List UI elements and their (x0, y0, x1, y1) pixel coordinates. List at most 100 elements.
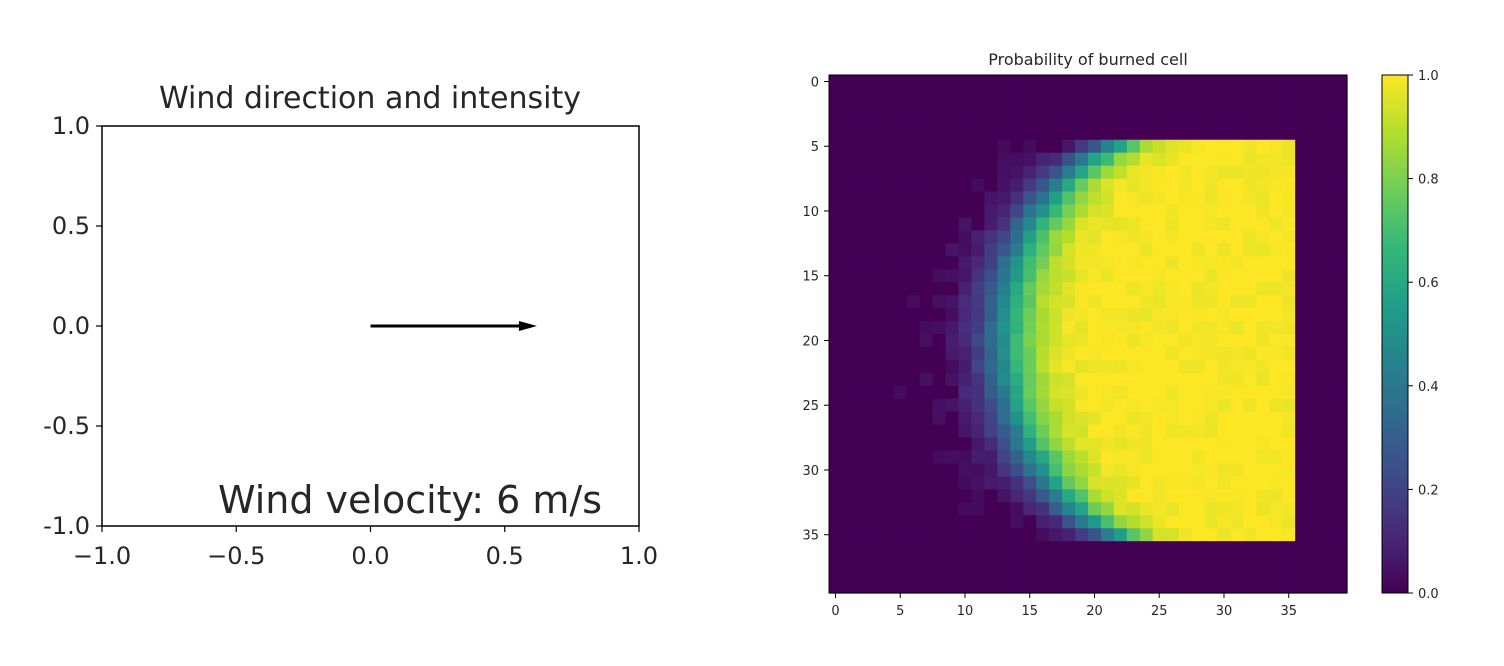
heatmap-cell (1113, 165, 1128, 180)
heatmap-cell (1178, 372, 1193, 387)
heatmap-cell (829, 269, 843, 283)
heatmap-cell (1334, 554, 1348, 568)
heatmap-cell (867, 502, 882, 516)
heatmap-cell (829, 191, 843, 206)
heatmap-cell (1334, 411, 1348, 426)
heatmap-cell (1139, 75, 1154, 89)
heatmap-cell (1308, 528, 1322, 542)
heatmap-cell (1075, 75, 1089, 89)
heatmap-cell (1010, 295, 1024, 309)
heatmap-cell (1178, 165, 1193, 180)
heatmap-cell (1036, 528, 1050, 542)
heatmap-cell (945, 178, 960, 193)
heatmap-cell (1126, 152, 1141, 167)
heatmap-cell (971, 269, 985, 283)
heatmap-cell (1256, 113, 1270, 128)
heatmap-cell (893, 476, 908, 490)
heatmap-cell (1321, 269, 1335, 283)
heatmap-cell (1178, 567, 1193, 581)
heatmap-cell (997, 230, 1011, 244)
heatmap-cell (1230, 75, 1244, 89)
heatmap-cell (984, 191, 998, 206)
heatmap-cell (880, 463, 895, 478)
heatmap-cell (1023, 385, 1037, 400)
heatmap-cell (971, 450, 985, 465)
heatmap-cell (867, 541, 882, 555)
heatmap-cell (997, 256, 1011, 270)
heatmap-cell (1049, 489, 1063, 503)
heatmap-cell (1023, 346, 1037, 361)
heatmap-cell (1036, 334, 1050, 348)
heatmap-cell (1165, 191, 1180, 206)
heatmap-cell (829, 528, 843, 542)
heatmap-cell (1191, 282, 1206, 296)
heatmap-cell (1282, 476, 1296, 490)
heatmap-cell (919, 359, 934, 374)
heatmap-cell (1010, 567, 1024, 581)
heatmap-cell (1036, 100, 1050, 115)
heatmap-cell (945, 334, 960, 348)
heatmap-cell (1088, 398, 1102, 413)
heatmap-cell (1230, 204, 1244, 219)
heatmap-cell (1010, 385, 1024, 400)
heatmap-cell (854, 321, 869, 335)
heatmap-cell (1204, 178, 1219, 193)
heatmap-cell (971, 334, 985, 348)
heatmap-cell (1308, 243, 1322, 257)
heatmap-cell (1113, 411, 1128, 426)
heatmap-cell (1023, 450, 1037, 465)
heatmap-cell (1152, 191, 1167, 206)
heatmap-cell (1230, 243, 1244, 257)
colorbar-tick-label: 0.2 (1418, 483, 1439, 498)
heatmap-cell (1139, 334, 1154, 348)
heatmap-cell (1230, 424, 1244, 439)
heatmap-cell (1204, 580, 1219, 594)
heatmap-cell (984, 424, 998, 439)
heatmap-cell (1217, 178, 1232, 193)
heatmap-cell (1152, 580, 1167, 594)
heatmap-cell (1308, 541, 1322, 555)
heatmap-cell (880, 256, 895, 270)
heatmap-cell (971, 411, 985, 426)
heatmap-cell (1023, 321, 1037, 335)
heatmap-cell (1256, 398, 1270, 413)
heatmap-cell (1230, 165, 1244, 180)
heatmap-cell (919, 87, 934, 102)
heatmap-cell (1321, 334, 1335, 348)
heatmap-cell (1075, 308, 1089, 322)
heatmap-cell (1049, 321, 1063, 335)
heatmap-cell (1075, 359, 1089, 374)
heatmap-cell (1126, 321, 1141, 335)
heatmap-cell (1165, 437, 1180, 452)
heatmap-cell (1191, 398, 1206, 413)
heatmap-cell (997, 113, 1011, 128)
heatmap-cell (1165, 256, 1180, 270)
heatmap-cell (1334, 476, 1348, 490)
heatmap-cell (984, 515, 998, 529)
heatmap-cell (906, 528, 921, 542)
heatmap-cell (1334, 502, 1348, 516)
heatmap-cell (1282, 489, 1296, 503)
heatmap-cell (841, 178, 856, 193)
heatmap-cell (1036, 424, 1050, 439)
heatmap-cell (919, 100, 934, 115)
heatmap-cell (1178, 411, 1193, 426)
heatmap-cell (958, 230, 973, 244)
heatmap-cell (932, 113, 947, 128)
heatmap-cell (1321, 282, 1335, 296)
heatmap-cell (1088, 359, 1102, 374)
heatmap-cell (1023, 334, 1037, 348)
heatmap-cell (1075, 204, 1089, 219)
heatmap-cell (1269, 126, 1283, 141)
heatmap-cell (1113, 567, 1128, 581)
heatmap-cell (1049, 178, 1063, 193)
heatmap-cell (1217, 580, 1232, 594)
heatmap-cell (945, 282, 960, 296)
heatmap-cell (932, 191, 947, 206)
heatmap-cell (1088, 217, 1102, 231)
heatmap-cell (919, 282, 934, 296)
heatmap-cell (841, 334, 856, 348)
heatmap-cell (1036, 541, 1050, 555)
heatmap-cell (1295, 217, 1309, 231)
heatmap-cell (919, 113, 934, 128)
